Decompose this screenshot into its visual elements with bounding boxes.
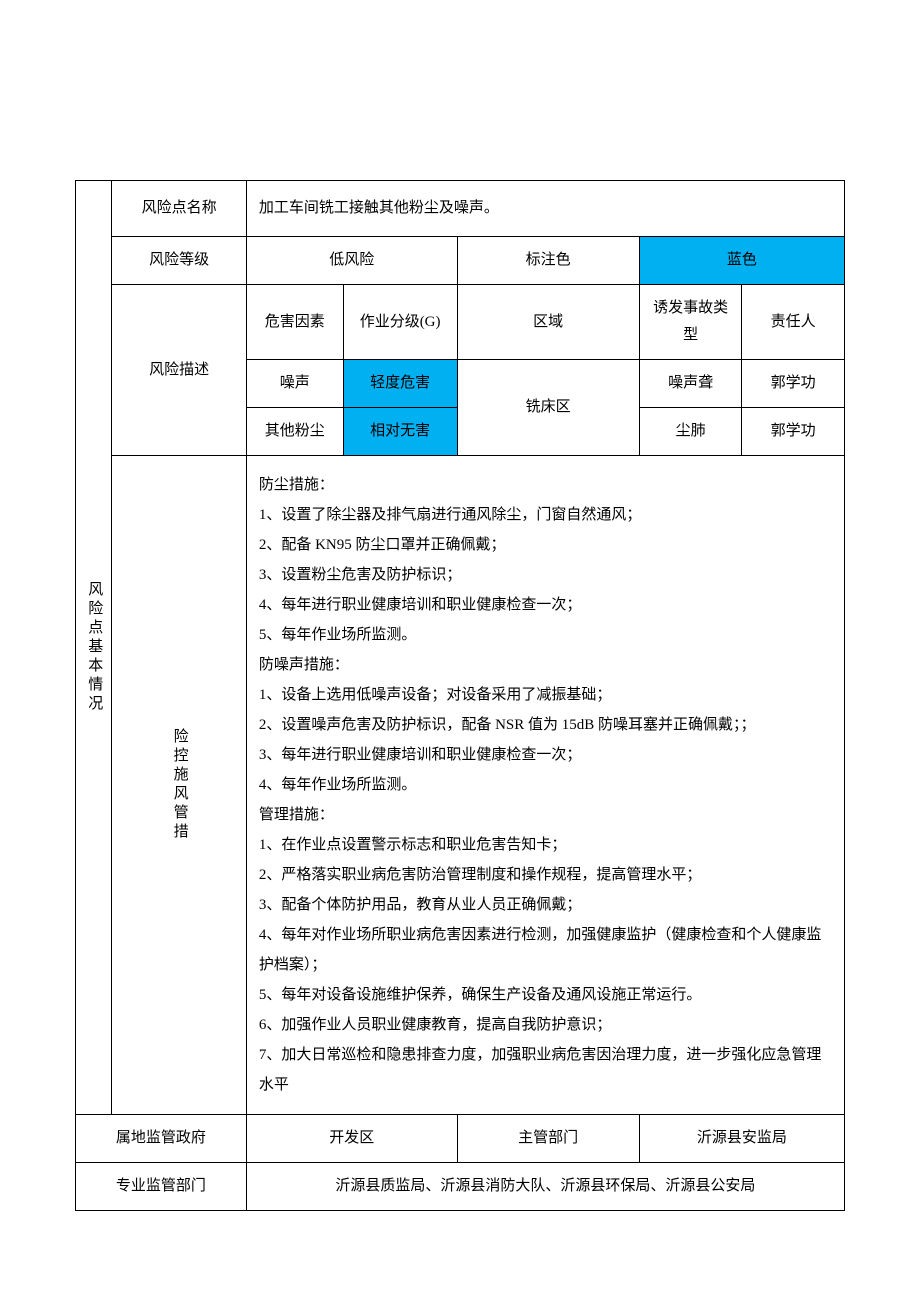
- label-pro-dept: 专业监管部门: [76, 1163, 247, 1211]
- label-color: 标注色: [457, 237, 639, 285]
- label-risk-desc: 风险描述: [112, 285, 246, 456]
- hazard-grade-0: 轻度危害: [343, 360, 457, 408]
- label-accident-type: 诱发事故类型: [639, 285, 742, 360]
- table-row: 专业监管部门 沂源县质监局、沂源县消防大队、沂源县环保局、沂源县公安局: [76, 1163, 845, 1211]
- label-area: 区域: [457, 285, 639, 360]
- table-row: 属地监管政府 开发区 主管部门 沂源县安监局: [76, 1115, 845, 1163]
- table-row: 险控施风管措 防尘措施：1、设置了除尘器及排气扇进行通风除尘，门窗自然通风；2、…: [76, 456, 845, 1115]
- hazard-person-0: 郭学功: [742, 360, 845, 408]
- risk-document: 风险点基本情况 风险点名称 加工车间铣工接触其他粉尘及噪声。 风险等级 低风险 …: [75, 180, 845, 1211]
- hazard-factor-0: 噪声: [246, 360, 343, 408]
- table-row: 风险等级 低风险 标注色 蓝色: [76, 237, 845, 285]
- label-work-grade: 作业分级(G): [343, 285, 457, 360]
- value-pro-dept: 沂源县质监局、沂源县消防大队、沂源县环保局、沂源县公安局: [246, 1163, 844, 1211]
- value-risk-level: 低风险: [246, 237, 457, 285]
- label-local-gov: 属地监管政府: [76, 1115, 247, 1163]
- hazard-area: 铣床区: [457, 360, 639, 456]
- table-row: 风险描述 危害因素 作业分级(G) 区域 诱发事故类型 责任人: [76, 285, 845, 360]
- value-color: 蓝色: [639, 237, 844, 285]
- label-risk-point-name: 风险点名称: [112, 181, 246, 237]
- label-risk-control: 险控施风管措: [112, 456, 246, 1115]
- section-label: 风险点基本情况: [76, 181, 112, 1115]
- value-main-dept: 沂源县安监局: [639, 1115, 844, 1163]
- hazard-person-1: 郭学功: [742, 408, 845, 456]
- value-local-gov: 开发区: [246, 1115, 457, 1163]
- hazard-accident-1: 尘肺: [639, 408, 742, 456]
- measures-cell: 防尘措施：1、设置了除尘器及排气扇进行通风除尘，门窗自然通风；2、配备 KN95…: [246, 456, 844, 1115]
- risk-table: 风险点基本情况 风险点名称 加工车间铣工接触其他粉尘及噪声。 风险等级 低风险 …: [75, 180, 845, 1211]
- label-risk-level: 风险等级: [112, 237, 246, 285]
- hazard-accident-0: 噪声聋: [639, 360, 742, 408]
- hazard-grade-1: 相对无害: [343, 408, 457, 456]
- label-main-dept: 主管部门: [457, 1115, 639, 1163]
- hazard-factor-1: 其他粉尘: [246, 408, 343, 456]
- label-hazard-factor: 危害因素: [246, 285, 343, 360]
- table-row: 风险点基本情况 风险点名称 加工车间铣工接触其他粉尘及噪声。: [76, 181, 845, 237]
- label-responsible: 责任人: [742, 285, 845, 360]
- value-risk-point-name: 加工车间铣工接触其他粉尘及噪声。: [246, 181, 844, 237]
